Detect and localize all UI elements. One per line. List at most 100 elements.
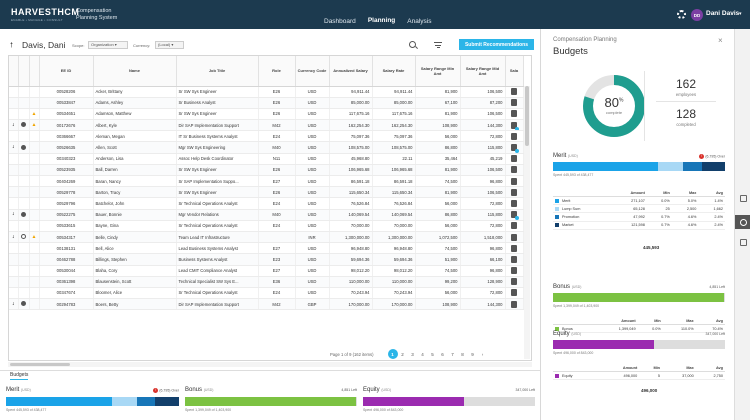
employee-name: Davis, Dani xyxy=(22,40,66,50)
notes-icon[interactable] xyxy=(511,289,517,297)
page-button[interactable]: 7 xyxy=(451,351,454,357)
chevron-down-icon[interactable]: ▾ xyxy=(739,11,742,17)
scope-select[interactable]: Organization ▾ xyxy=(88,41,128,49)
column-header[interactable]: Annualized Salary xyxy=(329,56,373,87)
notes-icon[interactable] xyxy=(511,166,517,174)
page-button[interactable]: 9 xyxy=(471,351,474,357)
table-row[interactable]: 00340323 Anderson, Lisa Assoc Help Desk Co… xyxy=(9,153,524,165)
notes-icon[interactable] xyxy=(511,267,517,275)
table-row[interactable]: 00404269 Baran, Nancy Sr SAP Implementatio… xyxy=(9,175,524,188)
close-icon[interactable]: × xyxy=(718,36,723,45)
notes-icon[interactable] xyxy=(511,132,517,140)
next-page-button[interactable]: › xyxy=(481,351,484,357)
page-button[interactable]: 1 xyxy=(387,349,398,359)
notes-icon[interactable] xyxy=(511,244,517,252)
arrow-down-icon[interactable]: 🠗 xyxy=(12,300,15,306)
notes-icon[interactable] xyxy=(511,199,517,207)
column-header[interactable]: Job Title xyxy=(176,56,259,87)
avatar[interactable]: DD xyxy=(691,9,703,21)
table-row[interactable]: 00366667 Aleman, Megan IT Sr Business Syst… xyxy=(9,130,524,143)
merit-over-text: (6,795) Over xyxy=(159,388,179,393)
tab-dashboard[interactable]: Dashboard xyxy=(324,18,356,25)
column-header[interactable]: Salary Range Min Amt xyxy=(415,56,461,87)
notes-icon[interactable] xyxy=(511,177,517,185)
table-row[interactable]: 🠗 ▲ 00534317 Belle, Cindy Team Lead IT Infra… xyxy=(9,231,524,244)
notes-cell xyxy=(505,119,524,132)
column-header: Min xyxy=(637,317,663,325)
page-button[interactable]: 3 xyxy=(411,351,414,357)
page-button[interactable]: 8 xyxy=(461,351,464,357)
table-row[interactable]: 00529796 Batchelor, John Sr Technical Oper… xyxy=(9,197,524,210)
table-row[interactable]: 00530044 Blaha, Cory Lead CMIT Compliance … xyxy=(9,265,524,277)
scrollbar-thumb[interactable] xyxy=(525,86,529,146)
vertical-scrollbar[interactable] xyxy=(524,86,530,359)
notes-icon[interactable] xyxy=(511,233,517,241)
filter-icon[interactable] xyxy=(434,42,442,48)
page-button[interactable]: 5 xyxy=(431,351,434,357)
arrow-down-icon[interactable]: 🠗 xyxy=(12,121,15,127)
search-icon[interactable] xyxy=(409,41,416,48)
notes-icon[interactable] xyxy=(511,300,517,308)
warning-cell xyxy=(29,265,40,277)
table-row[interactable]: 00523935 Ball, Darren Sr SW Sys Engineer E2… xyxy=(9,164,524,177)
column-header[interactable]: Role xyxy=(258,56,296,87)
page-button[interactable]: 4 xyxy=(421,351,424,357)
rail-item-budgets[interactable] xyxy=(735,215,750,229)
horizontal-scrollbar[interactable] xyxy=(8,362,532,367)
notes-icon[interactable] xyxy=(511,278,517,286)
tab-analysis[interactable]: Analysis xyxy=(407,18,432,25)
column-header[interactable]: EE ID xyxy=(39,56,94,87)
notes-icon[interactable] xyxy=(511,121,519,130)
table-row[interactable]: 00138131 Bell, Alice Lead Business Systems… xyxy=(9,242,524,255)
table-row[interactable]: ▲ 00534651 Adamson, Matthew Sr SW Sys Engin… xyxy=(9,108,524,121)
column-header[interactable]: Sala xyxy=(505,56,524,87)
job-title-cell: Lead Business Systems Analyst xyxy=(176,242,259,255)
rail-item-documents[interactable] xyxy=(735,235,750,249)
scrollbar-thumb[interactable] xyxy=(10,363,70,366)
equity-total: 496,000 xyxy=(641,388,658,393)
notes-icon[interactable] xyxy=(511,88,517,96)
table-row[interactable]: 00462788 Billings, Stephen Business System… xyxy=(9,253,524,266)
arrow-up-icon[interactable]: 🠕 xyxy=(10,42,14,49)
notes-icon[interactable] xyxy=(511,222,517,230)
column-header[interactable]: Name xyxy=(93,56,177,87)
notes-icon[interactable] xyxy=(511,144,519,153)
table-row[interactable]: 00529778 Barton, Tracy Sr SW Sys Engineer E… xyxy=(9,186,524,199)
ee-id-cell: 00522275 xyxy=(39,209,94,221)
name-cell: Allen, Scott xyxy=(93,141,177,154)
column-header[interactable]: Salary Range Mid Amt xyxy=(460,56,506,87)
arrow-down-icon[interactable]: 🠗 xyxy=(12,233,15,239)
table-row[interactable]: 🠗 00526635 Allen, Scott Mgr SW Sys Engineer… xyxy=(9,141,524,154)
notes-icon[interactable] xyxy=(511,255,517,263)
currency-select[interactable]: (Local) ▾ xyxy=(155,41,184,49)
legend-swatch xyxy=(555,214,559,219)
arrow-down-icon[interactable]: 🠗 xyxy=(12,211,15,217)
table-row[interactable]: 00533847 Adams, Ashley Sr Business Analyst… xyxy=(9,97,524,109)
table-row[interactable]: 00528206 Acker, Brittany Sr SW Sys Enginee… xyxy=(9,86,524,98)
notes-icon[interactable] xyxy=(511,99,517,107)
gear-icon[interactable] xyxy=(677,10,686,19)
merit-title-text: Merit xyxy=(553,153,567,159)
column-header[interactable]: Currency Code xyxy=(295,56,330,87)
notes-icon[interactable] xyxy=(511,110,517,118)
table-row[interactable]: 🠗 ▲ 00172676 Albert, Kyle Dir SAP Implementa… xyxy=(9,119,524,132)
table-row[interactable]: 00361398 Blausenstein, Scott Technical Spe… xyxy=(9,276,524,288)
table-row[interactable]: 🠗 00522275 Bauer, Bonnie Mgr Vendor Relatio… xyxy=(9,209,524,221)
page-button[interactable]: 2 xyxy=(401,351,404,357)
arrow-down-icon[interactable]: 🠗 xyxy=(12,144,15,150)
notes-icon[interactable] xyxy=(511,155,517,163)
submit-recommendations-button[interactable]: Submit Recommendations xyxy=(459,39,534,50)
notes-icon[interactable] xyxy=(511,188,517,196)
page-button[interactable]: 6 xyxy=(441,351,444,357)
table-row[interactable]: 00533615 Bayne, Gina Sr Technical Operatio… xyxy=(9,220,524,232)
user-name[interactable]: Dani Davis xyxy=(706,10,740,17)
tab-budgets[interactable]: Budgets xyxy=(10,372,29,380)
table-row[interactable]: 00347674 Bloomer, Alice Sr Technical Opera… xyxy=(9,287,524,300)
table-row[interactable]: 🠗 00294783 Boers, Betty Dir SAP Implementat… xyxy=(9,298,524,311)
status-cell xyxy=(18,287,30,300)
column-header[interactable]: Salary Rate xyxy=(372,56,416,87)
rail-item-list[interactable] xyxy=(735,191,750,205)
avg-cell: 1,662 xyxy=(698,204,725,214)
annualized-salary-cell: 96,948.80 xyxy=(329,242,373,255)
notes-icon[interactable] xyxy=(511,211,519,220)
